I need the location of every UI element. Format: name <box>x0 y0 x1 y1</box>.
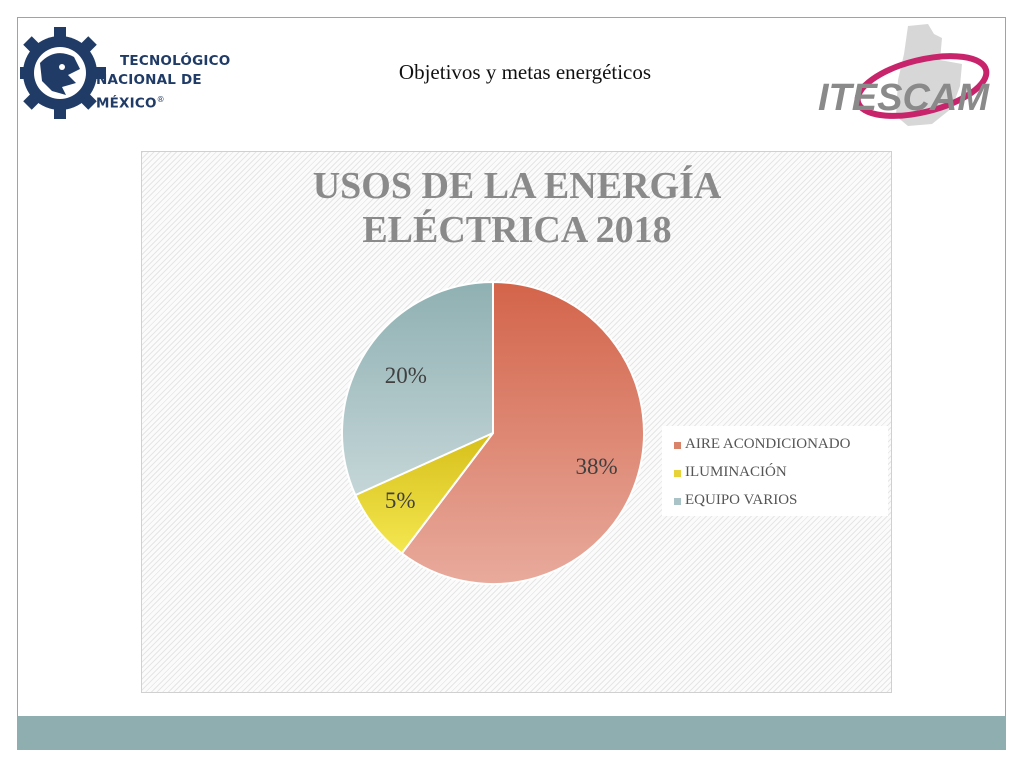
pie-data-label: 38% <box>575 454 618 480</box>
itescam-logo-text: ITESCAM <box>818 77 990 119</box>
pie-chart <box>341 280 645 585</box>
tecnm-logo-icon <box>20 27 106 119</box>
pie-slice-aire-acondicionado <box>400 280 645 585</box>
slide-title: Objetivos y metas energéticos <box>398 60 652 84</box>
tecnm-logo-line2: NACIONAL DE MÉXICO <box>96 72 202 112</box>
legend-label: ILUMINACIÓN <box>685 464 787 480</box>
footer-band <box>17 716 1006 750</box>
chart-legend: AIRE ACONDICIONADO ILUMINACIÓN EQUIPO VARI… <box>662 426 888 516</box>
legend-label: AIRE ACONDICIONADO <box>685 436 851 452</box>
chart-title: USOS DE LA ENERGÍA ELÉCTRICA 2018 <box>312 165 722 251</box>
itescam-logo-icon: ITESCAM <box>818 24 990 126</box>
legend-label: EQUIPO VARIOS <box>685 492 798 508</box>
chart-area: USOS DE LA ENERGÍA ELÉCTRICA 2018 AIRE A… <box>141 151 892 693</box>
pie-data-label: 5% <box>384 487 416 513</box>
pie-slice-equipo-varios <box>341 280 494 497</box>
legend-swatch <box>674 442 681 449</box>
legend-swatch <box>674 470 681 477</box>
pie-data-label: 20% <box>384 363 427 389</box>
tecnm-logo-line1: TECNOLÓGICO <box>120 53 231 69</box>
legend-swatch <box>674 498 681 505</box>
registered-mark: ® <box>156 95 165 104</box>
tecnm-logo-text: TECNOLÓGICO NACIONAL DE MÉXICO® <box>96 52 256 114</box>
